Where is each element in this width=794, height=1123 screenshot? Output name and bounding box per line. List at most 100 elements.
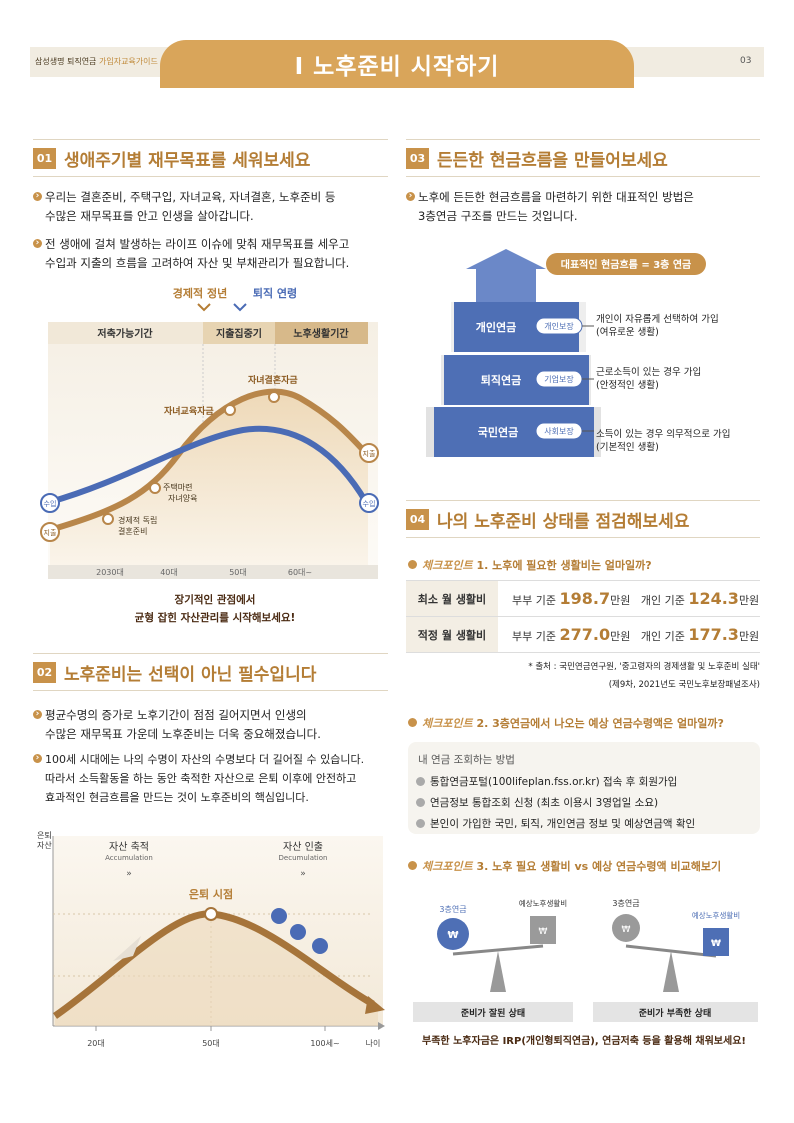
x-tick: 100세~ [310,1039,339,1048]
period-label: 노후생활기간 [293,327,349,340]
income-curve [49,425,369,505]
source-note: (제9차, 2021년도 국민노후보장패널조사) [608,680,760,690]
section-title: 노후준비는 선택이 아닌 필수입니다 [64,664,317,685]
scale-label: 예상노후생활비 [519,898,567,908]
scale-label: 예상노후생활비 [692,910,740,920]
row-header: 최소 월 생활비 [406,580,498,617]
income-label: 수입 [44,500,57,508]
expense-label: 지출 [44,528,57,537]
event-label: 경제적 독립 [118,515,157,525]
tier-desc: (여유로운 생활) [596,326,659,338]
table-value: 124.3 [688,589,739,608]
event-label: 결혼준비 [118,526,147,536]
age-tick: 60대~ [288,568,312,577]
header-brand: 삼성생명 퇴직연금 가입자교육가이드 [35,57,158,66]
living-cost-table: 최소 월 생활비 부부 기준 198.7만원 개인 기준 124.3만원 적정 … [406,580,760,653]
comparison-scales: ₩ ₩ 3층연금 예상노후생활비 준비가 잘된 상태 ₩ ₩ 3층연금 예상노후… [413,898,758,1022]
page-title: I 노후준비 시작하기 [294,54,500,80]
bullet-item: 100세 시대에는 나의 수명이 자산의 수명보다 더 길어질 수 있습니다.따… [33,750,393,807]
checkpoint-2: 체크포인트 2. 3층연금에서 나오는 예상 연금수령액은 얼마일까? [408,715,724,731]
scale-caption: 준비가 부족한 상태 [639,1007,712,1019]
life-cycle-chart: 저축가능기간 지출집중기 노후생활기간 경제적 정년 퇴직 연령 경제적 독립 … [40,286,379,579]
section-03-header: 03 든든한 현금흐름을 만들어보세요 [406,139,760,177]
retirement-label: 경제적 정년 [173,286,227,300]
caption-line: 장기적인 관점에서 [174,594,256,606]
lookup-title: 내 연금 조회하는 방법 [418,754,515,766]
scale-label: 3층연금 [612,899,639,908]
period-label: 저축가능기간 [97,327,153,340]
scale-label: 3층연금 [439,905,466,914]
table-row: 최소 월 생활비 부부 기준 198.7만원 개인 기준 124.3만원 [406,580,760,617]
checkpoint-3: 체크포인트 3. 노후 필요 생활비 vs 예상 연금수령액 비교해보기 [408,858,721,874]
section-number: 03 [406,147,429,169]
section-title: 든든한 현금흐름을 만들어보세요 [437,150,668,171]
event-label: 자녀교육자금 [164,405,214,417]
section-number: 04 [406,508,429,530]
caption-line: 균형 잡힌 자산관리를 시작해보세요! [134,612,296,624]
scale-caption: 준비가 잘된 상태 [461,1007,525,1019]
svg-text:₩: ₩ [539,927,548,937]
accumulation-label: 자산 축적 [109,841,149,853]
tier-desc: (안정적인 생활) [596,379,659,391]
source-note: * 출처 : 국민연금연구원, '중고령자의 경제생활 및 노후준비 실태' [528,662,760,672]
tier-tag: 사회보장 [544,426,574,436]
lookup-step: 통합연금포털(100lifeplan.fss.or.kr) 접속 후 회원가입 [416,774,677,789]
lookup-step: 연금정보 통합조회 신청 (최초 이용시 3영업일 소요) [416,795,658,810]
section-number: 02 [33,661,56,683]
y-axis-label: 은퇴 [37,831,52,840]
x-tick: 20대 [87,1039,105,1048]
event-label: 자녀결혼자금 [248,374,298,386]
section-number: 01 [33,147,56,169]
expense-label: 지출 [363,449,376,458]
x-axis-label: 나이 [366,1038,381,1048]
table-row: 적정 월 생활비 부부 기준 277.0만원 개인 기준 177.3만원 [406,616,760,653]
tier-name: 개인연금 [476,320,516,334]
bottom-caption: 부족한 노후자금은 IRP(개인형퇴직연금), 연금저축 등을 활용해 채워보세… [422,1036,746,1047]
y-axis-label: 자산 [37,840,52,850]
event-label: 주택마련 [163,482,192,492]
header-tab [160,40,634,88]
tier-tag: 기업보장 [544,374,574,384]
section-title: 생애주기별 재무목표를 세워보세요 [64,150,311,171]
row-header: 적정 월 생활비 [406,616,498,653]
retire-point-label: 은퇴 시점 [189,887,233,901]
lookup-method-box [408,742,760,834]
decumulation-label: 자산 인출 [283,841,323,853]
table-value: 198.7 [559,589,611,608]
tier-name: 퇴직연금 [481,373,521,387]
tier-desc: (기본적인 생활) [596,441,659,453]
asset-lifecycle-chart: 은퇴 자산 자산 축적 Accumulation 자산 인출 Decumulat… [37,831,385,1048]
age-tick: 50대 [229,568,247,577]
checkpoint-1: 체크포인트 1. 노후에 필요한 생활비는 얼마일까? [408,557,652,573]
svg-text:»: » [126,869,132,879]
svg-text:»: » [300,869,306,879]
pyramid-banner: 대표적인 현금흐름 = 3층 연금 [561,258,691,271]
page-number: 03 [740,56,752,66]
svg-text:₩: ₩ [447,930,458,941]
svg-text:₩: ₩ [711,939,721,949]
decumulation-en: Decumulation [279,854,328,862]
period-label: 지출집중기 [216,327,262,340]
tier-desc: 소득이 있는 경우 의무적으로 가입 [596,428,730,440]
pension-pyramid: 대표적인 현금흐름 = 3층 연금 개인연금 퇴직연금 국민연금 개인보장 기업… [426,249,730,457]
section-title: 나의 노후준비 상태를 점검해보세요 [437,511,690,532]
income-label: 수입 [363,500,376,508]
section-01-header: 01 생애주기별 재무목표를 세워보세요 [33,139,388,177]
age-tick: 40대 [160,568,178,577]
table-value: 277.0 [559,625,611,644]
retire-age-label: 퇴직 연령 [253,286,297,300]
lookup-step: 본인이 가입한 국민, 퇴직, 개인연금 정보 및 예상연금액 확인 [416,816,695,831]
tier-desc: 개인이 자유롭게 선택하여 가입 [596,313,719,325]
section-04-header: 04 나의 노후준비 상태를 점검해보세요 [406,500,760,538]
tier-desc: 근로소득이 있는 경우 가입 [596,366,701,378]
x-tick: 50대 [202,1039,220,1048]
event-label: 자녀양육 [168,494,197,503]
accumulation-en: Accumulation [105,854,153,862]
tier-name: 국민연금 [478,425,518,439]
table-value: 177.3 [688,625,739,644]
tier-tag: 개인보장 [544,321,574,331]
